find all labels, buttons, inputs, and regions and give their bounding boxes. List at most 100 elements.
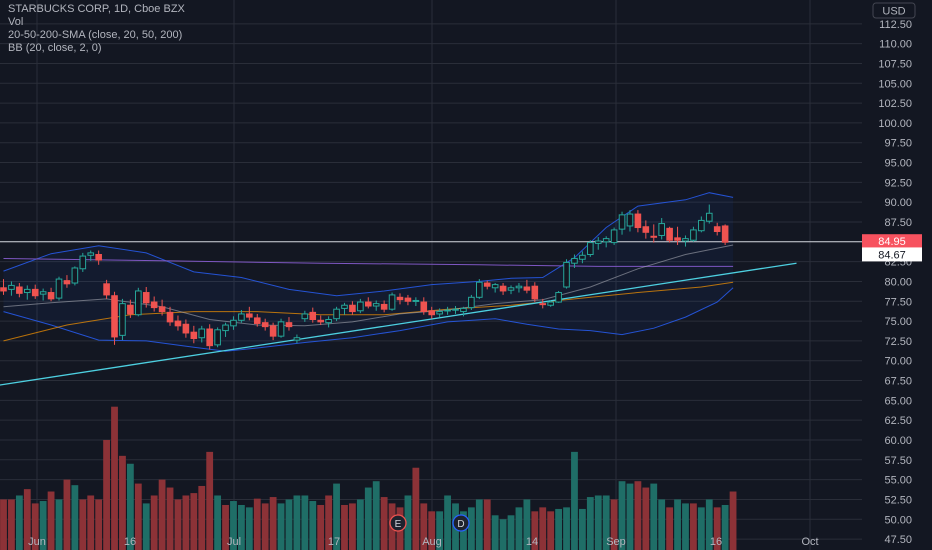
time-tick-label: 16 <box>710 536 722 548</box>
candle-body <box>468 296 475 309</box>
candle-body <box>135 290 142 316</box>
price-tick-label: 80.00 <box>884 276 912 288</box>
volume-bar <box>198 485 206 550</box>
candle-body <box>0 287 7 292</box>
volume-bar <box>491 515 499 550</box>
candle-body <box>388 294 396 310</box>
candle-body <box>364 301 372 307</box>
price-label-text: 84.95 <box>878 236 906 248</box>
candle-body <box>95 253 102 261</box>
candle-body <box>483 282 491 287</box>
candle-body <box>119 303 126 336</box>
candle-body <box>261 322 269 328</box>
candle-body <box>285 322 293 328</box>
candle-body <box>349 304 356 313</box>
time-tick-label: 17 <box>328 536 340 548</box>
candle-body <box>39 291 47 295</box>
volume-bar <box>142 503 150 550</box>
volume-bar <box>333 483 340 550</box>
volume-bar <box>8 499 15 550</box>
candle-body <box>602 238 610 243</box>
price-tick-label: 70.00 <box>884 356 912 368</box>
time-tick-label: Jul <box>227 536 241 548</box>
legend-title[interactable]: STARBUCKS CORP, 1D, Cboe BZX <box>8 3 185 15</box>
price-label-box <box>862 234 922 249</box>
price-tick-label: 67.50 <box>884 376 912 388</box>
volume-bar <box>39 501 47 550</box>
time-tick-label: 14 <box>526 536 538 548</box>
volume-bar <box>404 495 412 550</box>
volume-bar <box>721 504 729 550</box>
price-tick-label: 55.00 <box>884 475 912 487</box>
legend-bb[interactable]: BB (20, close, 2, 0) <box>8 42 102 54</box>
price-label-text: 84.67 <box>878 249 906 261</box>
candle-body <box>618 214 626 230</box>
volume-bar <box>87 495 95 550</box>
candle-body <box>214 329 221 346</box>
volume-bar <box>531 511 539 550</box>
currency-button-frame[interactable] <box>872 2 916 19</box>
volume-bar <box>222 504 229 550</box>
volume-bar <box>301 495 309 550</box>
price-tick-label: 87.50 <box>884 217 912 229</box>
candle-body <box>380 303 388 310</box>
trendline-layer[interactable] <box>0 262 797 387</box>
candle-body <box>325 318 332 324</box>
volume-bar <box>309 501 317 550</box>
legend-vol[interactable]: Vol <box>8 16 24 28</box>
volume-bar <box>380 497 388 550</box>
candles <box>0 204 729 350</box>
candle-body <box>127 304 134 315</box>
candle-body <box>341 304 348 309</box>
volume-bar <box>238 504 245 550</box>
volume-bar <box>341 504 348 550</box>
time-tick-label: Oct <box>801 536 818 548</box>
candle-body <box>150 301 158 309</box>
currency-button[interactable]: USD <box>872 2 916 19</box>
candle-body <box>166 311 174 323</box>
volume-bar <box>325 495 333 550</box>
volume-bar <box>214 495 222 550</box>
candle-body <box>269 325 277 337</box>
legend-sma[interactable]: 20-50-200-SMA (close, 20, 50, 200) <box>8 29 183 41</box>
price-axis[interactable]: 47.50 50.00 52.50 55.00 57.50 60.00 62.50 65.00… <box>878 19 912 546</box>
volume-bar <box>317 504 325 550</box>
candle-body <box>317 319 324 323</box>
candle-body <box>55 278 63 299</box>
sma200-line <box>3 258 734 267</box>
volume-bar <box>190 493 198 550</box>
price-tick-label: 92.50 <box>884 177 912 189</box>
candle-body <box>103 283 110 296</box>
candle-body <box>571 257 578 264</box>
candle-body <box>491 284 499 289</box>
candle-body <box>428 310 436 316</box>
volume-bar <box>372 481 380 550</box>
price-tick-label: 112.50 <box>879 19 912 31</box>
candle-body <box>47 292 55 300</box>
candle-body <box>174 320 182 327</box>
volume-bar <box>483 499 491 550</box>
volume-bar <box>245 507 253 550</box>
candle-body <box>142 292 150 304</box>
volume-bar <box>79 499 87 550</box>
legend: STARBUCKS CORP, 1D, Cboe BZX Vol 20-50-2… <box>8 3 185 55</box>
candle-body <box>238 313 245 321</box>
price-tick-label: 77.50 <box>884 296 912 308</box>
candle-body <box>523 286 531 291</box>
volume-bar <box>523 499 531 550</box>
volume-bar <box>586 497 594 550</box>
event-marker <box>389 514 407 532</box>
volume-bar <box>47 491 55 550</box>
time-axis[interactable]: Jun 16 Jul 17 Aug 14 Sep 16 Oct <box>28 536 818 548</box>
currency-button-label[interactable]: USD <box>882 6 905 18</box>
volume-bar <box>174 499 182 550</box>
price-tick-label: 62.50 <box>884 415 912 427</box>
candle-body <box>658 223 665 236</box>
volume-bar <box>55 499 63 550</box>
volume-bar <box>95 499 103 550</box>
price-tick-label: 105.00 <box>878 78 912 90</box>
